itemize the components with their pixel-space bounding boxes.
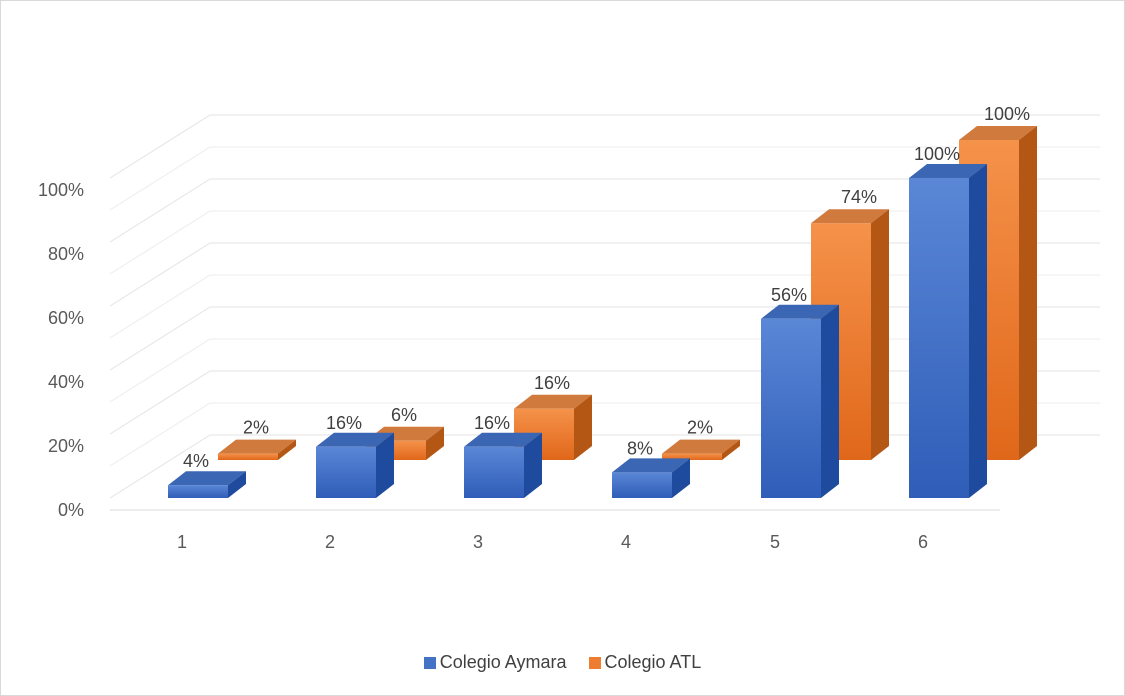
x-tick-label: 1 [177, 532, 187, 552]
bar-side-face [1019, 126, 1037, 460]
bar-side-face [278, 439, 296, 460]
gridline-side [109, 242, 211, 307]
bar-top-face [218, 439, 296, 454]
bar-front-face [464, 446, 524, 498]
legend-item-aymara: Colegio Aymara [423, 652, 567, 673]
bar-aymara [761, 304, 839, 498]
gridline-side [109, 146, 211, 211]
gridline-side [109, 338, 211, 403]
y-tick-label: 20% [48, 436, 84, 456]
bar-aymara [464, 432, 542, 498]
data-label-aymara: 4% [183, 451, 209, 471]
gridline-side [109, 210, 211, 275]
bar-aymara [909, 164, 987, 498]
y-tick-label: 40% [48, 372, 84, 392]
bar-aymara [168, 471, 246, 498]
bar-front-face [316, 446, 376, 498]
bar-top-face [464, 432, 542, 447]
data-label-aymara: 100% [914, 144, 960, 164]
bar-top-face [316, 432, 394, 447]
y-tick-label: 100% [38, 180, 84, 200]
bar-side-face [722, 439, 740, 460]
x-tick-label: 2 [325, 532, 335, 552]
y-axis-ticks: 0% 20% 40% 60% 80% 100% [38, 180, 84, 520]
bar-side-face [871, 209, 889, 460]
gridline-side [109, 306, 211, 371]
data-labels: 2% 6% 16% 2% 74% 100% 4% 16% 16% 8% 56% 100% [183, 104, 1030, 471]
bar-side-face [426, 426, 444, 460]
bar-top-face [811, 209, 889, 224]
bar-side-face [574, 394, 592, 460]
gridline-side [109, 370, 211, 435]
y-tick-label: 80% [48, 244, 84, 264]
bar-atl [662, 439, 740, 460]
bar-front-face [662, 453, 722, 460]
gridline-side [109, 114, 211, 179]
legend-swatch-atl [588, 656, 601, 669]
legend-label-atl: Colegio ATL [604, 652, 702, 672]
bar-side-face [969, 164, 987, 498]
data-label-aymara: 56% [771, 285, 807, 305]
legend-item-atl: Colegio ATL [588, 652, 702, 673]
data-label-atl: 2% [243, 418, 269, 438]
bar-side-face [672, 458, 690, 498]
bar-top-face [761, 304, 839, 319]
bar-side-face [524, 432, 542, 498]
y-tick-label: 0% [58, 500, 84, 520]
data-label-atl: 6% [391, 405, 417, 425]
bar-side-face [376, 432, 394, 498]
bar-atl [218, 439, 296, 460]
data-label-atl: 2% [687, 418, 713, 438]
bar-top-face [662, 439, 740, 454]
bar-front-face [612, 472, 672, 498]
data-label-atl: 100% [984, 104, 1030, 124]
bars [168, 126, 1037, 498]
bar-side-face [228, 471, 246, 498]
legend-swatch-aymara [423, 656, 436, 669]
bar-top-face [514, 394, 592, 409]
x-tick-label: 5 [770, 532, 780, 552]
x-tick-label: 6 [918, 532, 928, 552]
data-label-aymara: 8% [627, 438, 653, 458]
data-label-atl: 74% [841, 187, 877, 207]
legend-label-aymara: Colegio Aymara [439, 652, 567, 672]
data-label-aymara: 16% [474, 413, 510, 433]
data-label-aymara: 16% [326, 413, 362, 433]
gridline-side [109, 178, 211, 243]
bar-top-face [909, 164, 987, 178]
bar-aymara [612, 458, 690, 498]
legend: Colegio Aymara Colegio ATL [0, 652, 1125, 673]
gridline-side [109, 434, 211, 499]
data-label-atl: 16% [534, 373, 570, 393]
x-tick-label: 4 [621, 532, 631, 552]
bar-front-face [218, 453, 278, 460]
bar-top-face [612, 458, 690, 473]
bar-top-face [959, 126, 1037, 140]
bar-top-face [168, 471, 246, 486]
bar-front-face [168, 485, 228, 498]
x-tick-label: 3 [473, 532, 483, 552]
x-axis-ticks: 1 2 3 4 5 6 [177, 532, 928, 552]
bar-aymara [316, 432, 394, 498]
gridline-side [109, 402, 211, 467]
bar-front-face [909, 178, 969, 498]
gridline-side [109, 274, 211, 339]
y-tick-label: 60% [48, 308, 84, 328]
bar-side-face [821, 304, 839, 498]
bar-front-face [761, 318, 821, 498]
